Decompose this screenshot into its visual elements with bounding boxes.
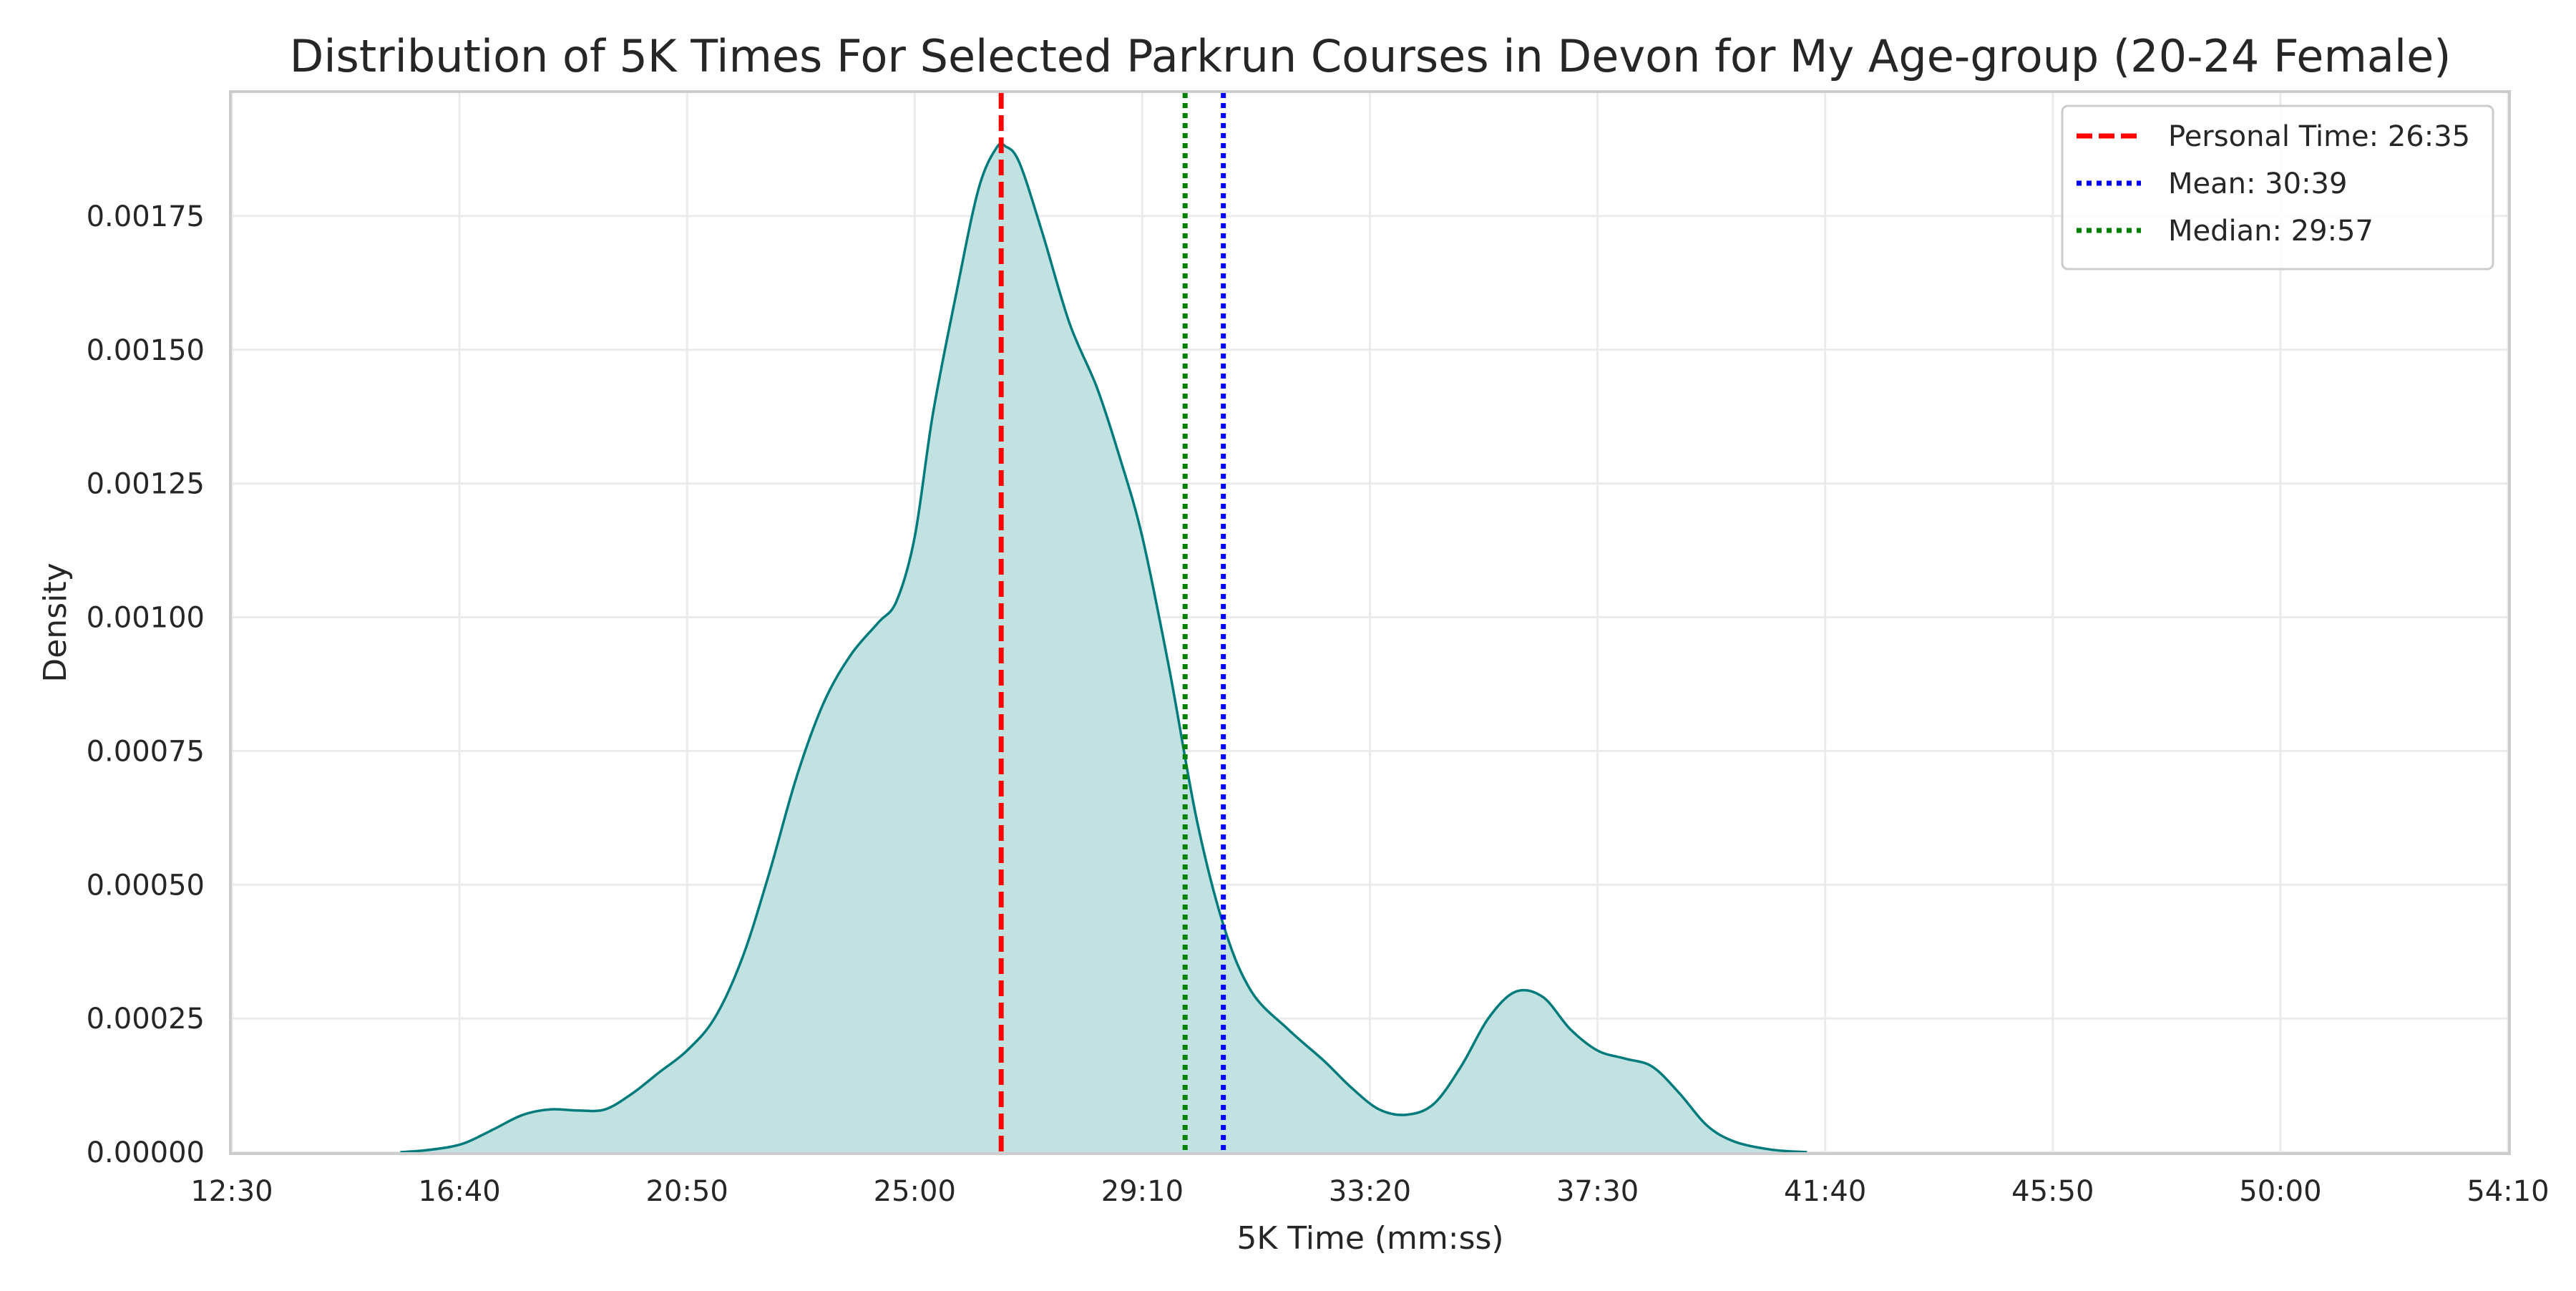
legend-box <box>2061 104 2494 271</box>
y-tick-label: 0.00100 <box>87 602 205 635</box>
density-area <box>400 142 1807 1154</box>
x-tick-label: 33:20 <box>1329 1175 1411 1208</box>
x-tick-label: 41:40 <box>1784 1175 1866 1208</box>
y-tick-label: 0.00075 <box>87 735 205 768</box>
y-tick-label: 0.00025 <box>87 1003 205 1036</box>
legend: Personal Time: 26:35 Mean: 30:39 Median: 2… <box>2061 104 2494 271</box>
y-tick-label: 0.00000 <box>87 1136 205 1169</box>
x-tick-label: 37:30 <box>1556 1175 1639 1208</box>
y-tick-label: 0.00175 <box>87 200 205 233</box>
legend-entry-label: Personal Time: 26:35 <box>2168 120 2470 153</box>
x-tick-label: 16:40 <box>418 1175 500 1208</box>
density-fill <box>400 143 1807 1152</box>
x-tick-label: 25:00 <box>874 1175 956 1208</box>
y-axis-label: Density <box>37 562 74 682</box>
y-tick-label: 0.00050 <box>87 869 205 902</box>
legend-entry-label: Mean: 30:39 <box>2168 167 2347 200</box>
x-tick-label: 45:50 <box>2011 1175 2094 1208</box>
reference-lines <box>998 93 1226 1152</box>
x-tick-label: 50:00 <box>2239 1175 2321 1208</box>
x-tick-label: 12:30 <box>190 1175 273 1208</box>
x-tick-label: 29:10 <box>1101 1175 1184 1208</box>
legend-entry-label: Median: 29:57 <box>2168 215 2373 248</box>
chart-title: Distribution of 5K Times For Selected Pa… <box>290 30 2451 82</box>
y-tick-label: 0.00125 <box>87 468 205 501</box>
plot-frame <box>229 90 2511 1155</box>
x-axis-label: 5K Time (mm:ss) <box>1236 1220 1503 1257</box>
x-tick-label: 20:50 <box>646 1175 728 1208</box>
x-axis-ticks: 12:30 16:40 20:50 25:00 29:10 33:20 37:30 41:40… <box>190 1175 2549 1208</box>
x-tick-label: 54:10 <box>2467 1175 2549 1208</box>
y-tick-label: 0.00150 <box>87 334 205 367</box>
y-axis-ticks: 0.00000 0.00025 0.00050 0.00075 0.00100 0.001… <box>87 200 205 1169</box>
density-curve <box>400 142 1807 1154</box>
